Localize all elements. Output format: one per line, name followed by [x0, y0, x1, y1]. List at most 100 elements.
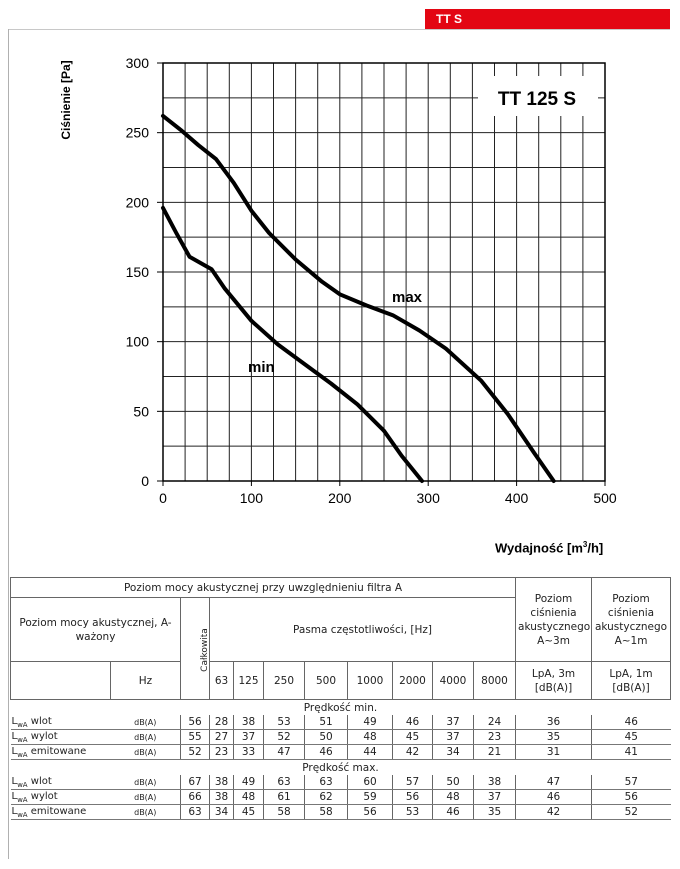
band-value-cell: 63 [304, 775, 348, 790]
row-name-subscript: wA [17, 795, 28, 804]
lpa3-cell: 47 [515, 775, 593, 790]
total-header-text: Całkowita [199, 627, 210, 672]
band-value-cell: 34 [209, 804, 234, 820]
section-label: Prędkość min. [10, 699, 671, 715]
band-value-cell: 38 [209, 775, 234, 790]
band-value-cell: 21 [473, 744, 517, 760]
chart-title: TT 125 S [498, 89, 576, 110]
band-value-cell: 48 [432, 789, 474, 805]
total-cell: 67 [180, 775, 210, 790]
row-name-subscript: wA [17, 780, 28, 789]
band-value-cell: 37 [432, 729, 474, 745]
band-value-cell: 56 [347, 804, 393, 820]
x-tick-label: 0 [159, 490, 167, 506]
band-value-cell: 50 [432, 775, 474, 790]
band-value-cell: 34 [432, 744, 474, 760]
band-value-cell: 37 [233, 729, 264, 745]
row-name-symbol: L [11, 730, 18, 742]
table-row: LwA wylot dB(A) 66 38 48 61 62 59 56 48 37 46 56 [10, 789, 671, 805]
x-axis-label-superscript: 3 [582, 540, 588, 549]
lpa3-cell: 36 [515, 715, 593, 730]
band-header: 500 [304, 661, 348, 700]
row-name: LwA emitowane [10, 744, 111, 760]
series-label-min: min [248, 359, 275, 376]
total-cell: 56 [180, 715, 210, 730]
band-header: 2000 [392, 661, 433, 700]
band-value-cell: 45 [233, 804, 264, 820]
lpa3-cell: 46 [515, 789, 593, 805]
lpa1-cell: 45 [591, 729, 671, 745]
unit-cell: dB(A) [110, 789, 181, 805]
band-value-cell: 45 [392, 729, 433, 745]
series-badge: TT S [425, 9, 670, 29]
section-row: Prędkość min. [10, 699, 671, 715]
lpa3-cell: 42 [515, 804, 593, 820]
y-tick-label: 100 [126, 334, 150, 350]
band-value-cell: 57 [392, 775, 433, 790]
band-header: 1000 [347, 661, 393, 700]
band-value-cell: 23 [473, 729, 517, 745]
band-value-cell: 38 [209, 789, 234, 805]
band-value-cell: 28 [209, 715, 234, 730]
row-name: LwA wylot [10, 729, 111, 745]
lpa1-cell: 52 [591, 804, 671, 820]
section-row: Prędkość max. [10, 759, 671, 775]
band-header: 4000 [432, 661, 474, 700]
band-value-cell: 44 [347, 744, 393, 760]
row-name-subscript: wA [17, 735, 28, 744]
row-name-symbol: L [11, 775, 18, 787]
band-value-cell: 61 [263, 789, 305, 805]
y-tick-label: 0 [141, 473, 149, 489]
band-value-cell: 33 [233, 744, 264, 760]
series-label-max: max [392, 289, 423, 306]
left-frame-line [8, 29, 9, 859]
band-value-cell: 46 [304, 744, 348, 760]
row-name-symbol: L [11, 745, 18, 757]
row-name-suffix: emitowane [27, 745, 87, 757]
band-header: 63 [209, 661, 234, 700]
band-value-cell: 56 [392, 789, 433, 805]
x-tick-label: 500 [593, 490, 617, 506]
x-axis-label: Wydajność [m3/h] [495, 540, 603, 555]
row-name-symbol: L [11, 715, 18, 727]
band-value-cell: 38 [473, 775, 517, 790]
band-value-cell: 58 [263, 804, 305, 820]
row-name: LwA wylot [10, 789, 111, 805]
row-name: LwA emitowane [10, 804, 111, 820]
total-cell: 55 [180, 729, 210, 745]
top-rule [8, 29, 670, 30]
lpa1-unit: LpA, 1m [dB(A)] [591, 661, 672, 700]
band-header: 250 [263, 661, 305, 700]
lpa3-cell: 31 [515, 744, 593, 760]
table-title: Poziom mocy akustycznej przy uwzględnien… [9, 577, 517, 598]
row-name-suffix: wlot [27, 775, 52, 787]
band-value-cell: 53 [263, 715, 305, 730]
total-cell: 52 [180, 744, 210, 760]
y-tick-label: 150 [126, 264, 150, 280]
band-value-cell: 37 [473, 789, 517, 805]
row-name-suffix: emitowane [27, 805, 87, 817]
band-header: 125 [233, 661, 264, 700]
series-line-max [161, 113, 556, 483]
band-value-cell: 49 [233, 775, 264, 790]
lpa1-cell: 57 [591, 775, 671, 790]
total-cell: 66 [180, 789, 210, 805]
band-value-cell: 51 [304, 715, 348, 730]
acoustic-table: Poziom mocy akustycznej przy uwzględnien… [9, 577, 672, 820]
band-value-cell: 58 [304, 804, 348, 820]
row-name: LwA wlot [10, 715, 111, 730]
band-header: 8000 [472, 661, 517, 700]
band-value-cell: 46 [432, 804, 474, 820]
row-name-suffix: wylot [27, 730, 58, 742]
table-row: LwA emitowane dB(A) 63 34 45 58 58 56 53 46 35 42 52 [10, 804, 671, 820]
band-value-cell: 53 [392, 804, 433, 820]
x-axis-label-text: Wydajność [m [495, 540, 583, 556]
row-name-symbol: L [11, 805, 18, 817]
y-tick-label: 50 [133, 403, 149, 419]
lpa1-cell: 46 [591, 715, 671, 730]
x-tick-label: 300 [417, 490, 441, 506]
band-value-cell: 62 [304, 789, 348, 805]
band-value-cell: 60 [347, 775, 393, 790]
band-value-cell: 48 [347, 729, 393, 745]
lpa1-cell: 56 [591, 789, 671, 805]
